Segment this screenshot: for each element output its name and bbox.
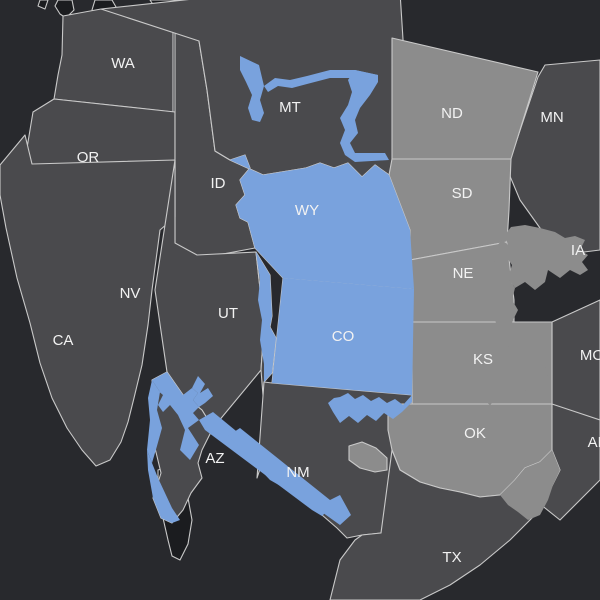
svg-text:OK: OK [464,425,486,442]
svg-text:MO: MO [580,347,600,364]
svg-text:NV: NV [120,285,141,302]
svg-text:CO: CO [332,328,355,345]
svg-text:TX: TX [442,549,461,566]
svg-text:AR: AR [588,434,600,451]
svg-text:OR: OR [77,149,100,166]
svg-text:CA: CA [53,332,74,349]
svg-text:AZ: AZ [205,450,224,467]
svg-text:WY: WY [295,202,319,219]
svg-text:SD: SD [452,185,473,202]
svg-text:WA: WA [111,55,135,72]
svg-text:UT: UT [218,305,238,322]
svg-text:KS: KS [473,351,493,368]
svg-text:NE: NE [453,265,474,282]
svg-text:ND: ND [441,105,463,122]
svg-text:NM: NM [286,464,309,481]
svg-text:ID: ID [211,175,226,192]
svg-text:IA: IA [571,242,585,259]
svg-text:MT: MT [279,99,301,116]
svg-text:MN: MN [540,109,563,126]
